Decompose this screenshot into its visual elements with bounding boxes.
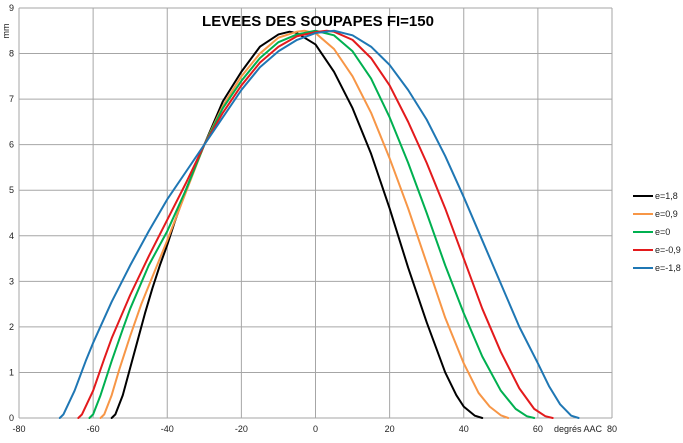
y-tick-label: 6 — [9, 140, 14, 150]
x-tick-label: 20 — [385, 424, 395, 434]
series-line — [110, 30, 484, 419]
y-tick-label: 8 — [9, 49, 14, 59]
series-line — [99, 29, 510, 419]
y-tick-label: 5 — [9, 185, 14, 195]
grid — [18, 7, 613, 419]
y-axis-label: mm — [1, 24, 11, 39]
legend-label: e=0,9 — [655, 209, 678, 219]
legend-label: e=0 — [655, 227, 670, 237]
x-axis-label: degrés AAC — [554, 424, 603, 434]
x-tick-label: 80 — [607, 424, 617, 434]
series-line — [58, 29, 580, 419]
x-tick-label: -60 — [87, 424, 100, 434]
legend-label: e=1,8 — [655, 191, 678, 201]
y-tick-label: 2 — [9, 322, 14, 332]
y-tick-labels: 0 1 2 3 4 5 6 7 8 9 — [9, 3, 14, 423]
y-tick-label: 3 — [9, 276, 14, 286]
x-tick-label: 60 — [533, 424, 543, 434]
y-tick-label: 0 — [9, 413, 14, 423]
x-tick-label: -40 — [161, 424, 174, 434]
series-layer — [58, 29, 580, 419]
legend-label: e=-0,9 — [655, 245, 681, 255]
y-tick-label: 7 — [9, 94, 14, 104]
x-tick-label: 40 — [459, 424, 469, 434]
x-tick-labels: -80 -60 -40 -20 0 20 40 60 80 — [12, 424, 617, 434]
legend: e=1,8 e=0,9 e=0 e=-0,9 e=-1,8 — [633, 191, 681, 273]
y-tick-label: 4 — [9, 231, 14, 241]
x-tick-label: 0 — [313, 424, 318, 434]
y-tick-label: 9 — [9, 3, 14, 13]
legend-label: e=-1,8 — [655, 263, 681, 273]
y-tick-label: 1 — [9, 367, 14, 377]
series-line — [88, 29, 536, 419]
chart-title: LEVEES DES SOUPAPES FI=150 — [202, 13, 434, 30]
x-tick-label: -80 — [12, 424, 25, 434]
x-tick-label: -20 — [235, 424, 248, 434]
